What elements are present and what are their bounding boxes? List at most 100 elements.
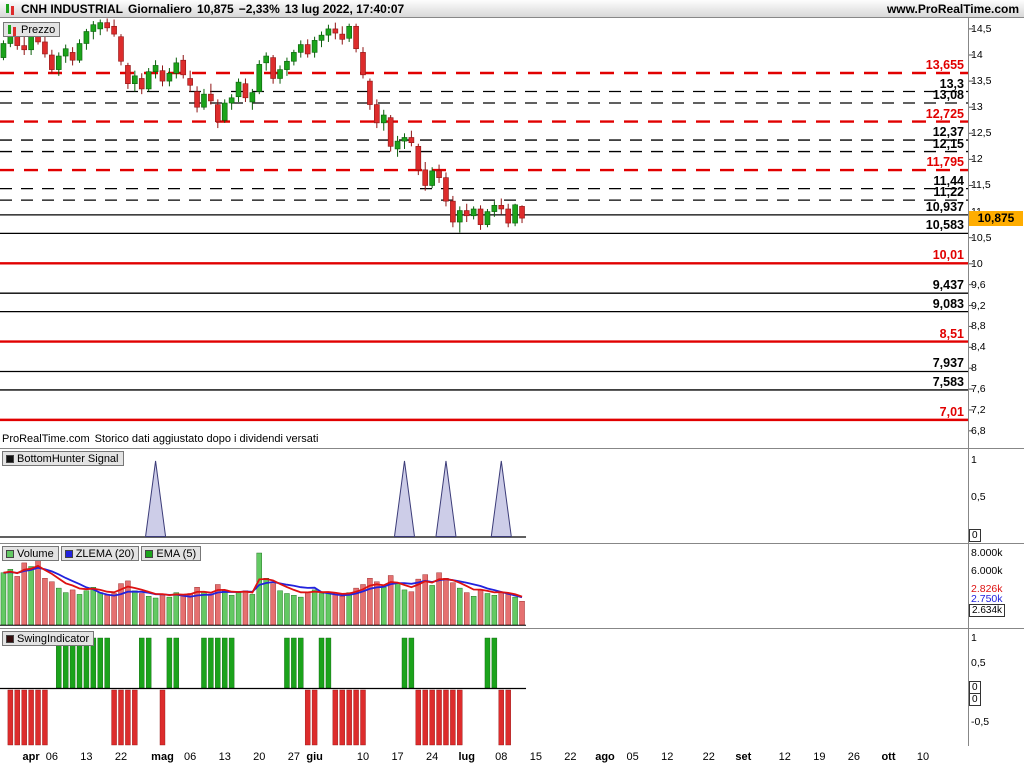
swing-down-bar — [111, 689, 117, 746]
swing-up-bar — [104, 637, 110, 689]
candle-body — [83, 31, 90, 44]
legend-swingindicator-label: SwingIndicator — [17, 632, 90, 645]
price-level-label: 12,37 — [932, 125, 964, 140]
candle-body — [187, 78, 193, 86]
volume-bar — [429, 585, 435, 626]
volume-bar — [152, 597, 159, 626]
swing-down-bar — [498, 689, 504, 746]
volume-bar — [249, 594, 256, 626]
swing-up-bar — [401, 637, 408, 689]
x-axis-label: giu — [306, 751, 323, 763]
legend-volume[interactable]: Volume — [2, 546, 59, 561]
panel-separator — [0, 628, 1024, 629]
legend-bottomhunter[interactable]: BottomHunter Signal — [2, 451, 124, 466]
x-axis-label: apr — [22, 751, 40, 763]
ema-line — [3, 564, 523, 598]
candle-body — [180, 59, 187, 76]
legend-zlema-label: ZLEMA (20) — [75, 547, 135, 560]
volume-bar — [512, 596, 518, 626]
candle-body — [443, 177, 449, 202]
candle-body — [249, 92, 256, 103]
candle-body — [477, 208, 484, 225]
candle-body — [456, 210, 463, 223]
volume-bar — [408, 591, 415, 626]
price-level-label: 7,583 — [932, 374, 964, 389]
candle-body — [380, 114, 387, 124]
candle-body — [242, 83, 249, 99]
y-axis-label: 12 — [971, 153, 983, 166]
volume-bar — [325, 591, 332, 626]
candle-body — [519, 206, 525, 219]
volume-bar — [145, 596, 152, 626]
swing-up-bar — [284, 637, 290, 689]
swing-down-bar — [118, 689, 124, 746]
current-price-badge: 10,875 — [969, 211, 1023, 226]
volume-bar — [304, 592, 311, 626]
change-percent: −2,33% — [238, 1, 280, 16]
volume-bar — [270, 583, 276, 626]
x-axis-label: 12 — [778, 751, 791, 763]
legend-bottomhunter-label: BottomHunter Signal — [17, 452, 119, 465]
volume-bar — [277, 590, 283, 626]
volume-bar — [381, 587, 387, 626]
swing-up-bar — [325, 637, 332, 689]
volume-bar — [0, 572, 7, 626]
candle-body — [97, 22, 104, 30]
candle-body — [0, 43, 7, 58]
candle-body — [401, 137, 408, 142]
volume-bar — [256, 552, 262, 626]
volume-bar — [298, 596, 304, 626]
candle-body — [208, 93, 214, 102]
x-axis-label: 05 — [626, 751, 639, 763]
swing-down-bar — [339, 689, 345, 746]
legend-swingindicator[interactable]: SwingIndicator — [2, 631, 95, 646]
legend-volume-label: Volume — [17, 547, 54, 560]
volume-bar — [62, 592, 69, 626]
bottomhunter-spike — [393, 460, 416, 537]
legend-ema[interactable]: EMA (5) — [141, 546, 202, 561]
volume-bar — [491, 595, 498, 626]
price-level-label: 8,51 — [939, 326, 964, 341]
swing-down-bar — [415, 689, 422, 746]
legend-zlema[interactable]: ZLEMA (20) — [60, 546, 140, 561]
swing-down-bar — [159, 689, 166, 746]
volume-bar — [339, 596, 345, 626]
volume-bar — [311, 589, 318, 626]
legend-prezzo[interactable]: Prezzo — [3, 22, 61, 37]
candle-body — [55, 55, 62, 70]
swing-axis-label: 0,5 — [971, 657, 986, 669]
volume-bar — [42, 578, 48, 626]
candle-body — [367, 80, 373, 105]
x-axis-label: set — [735, 751, 752, 763]
volume-bar — [332, 594, 339, 626]
candle-body — [304, 44, 311, 55]
volume-bar — [104, 595, 110, 626]
price-level-label: 7,937 — [932, 356, 964, 371]
volume-bar — [263, 578, 269, 626]
candle-body — [62, 48, 69, 57]
bh-axis-label: 1 — [971, 454, 977, 466]
swing-down-bar — [311, 689, 318, 746]
candle-body — [270, 57, 276, 79]
x-axis-label: 10 — [356, 751, 370, 763]
price-axis[interactable]: 14,5 14 13,5 13 12,5 12 11,5 1 1 10,5 10 9,6 9,2 8,8 8… — [968, 18, 1024, 746]
candle-body — [228, 97, 235, 104]
swing-up-bar — [173, 637, 180, 689]
x-axis-label: 13 — [218, 751, 231, 763]
y-axis-label: 7,6 — [971, 383, 986, 396]
candle-body — [512, 204, 518, 224]
x-axis-label: 06 — [45, 751, 58, 763]
time-axis[interactable]: apr 06 13 22 mag 06 13 20 27 giu 10 17 24 lug 08 15 22 ag… — [0, 746, 1024, 768]
swing-down-bar — [429, 689, 435, 746]
y-axis-label: 8,8 — [971, 320, 986, 333]
swing-axis-label: -0,5 — [971, 716, 990, 728]
price-level-label: 13,08 — [932, 88, 964, 102]
website-link[interactable]: www.ProRealTime.com — [886, 1, 1019, 16]
swing-down-bar — [35, 689, 41, 746]
price-level-label: 11,795 — [926, 155, 964, 170]
swingindicator-icon — [6, 634, 14, 643]
candle-body — [491, 205, 498, 212]
adjustment-text: Storico dati aggiustato dopo i dividendi… — [94, 433, 319, 445]
volume-axis-label: 8.000k — [971, 547, 1003, 559]
